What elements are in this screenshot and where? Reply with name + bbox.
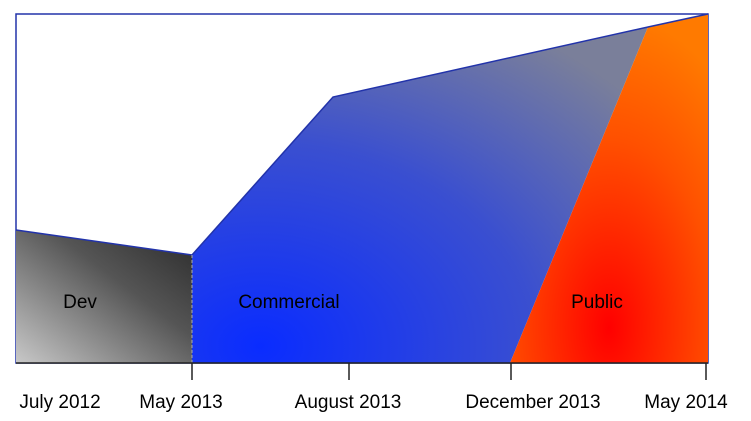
phase-label: Public [571,292,623,313]
dev-area [16,230,192,363]
timeline-label: May 2013 [139,392,222,413]
timeline-label: August 2013 [295,392,402,413]
phase-label: Commercial [238,292,339,313]
top-edge [15,13,709,256]
timeline-label: May 2014 [644,392,728,413]
timeline-label: December 2013 [465,392,600,413]
phase-label: Dev [63,292,97,313]
timeline-label: July 2012 [19,392,100,413]
commercial-area [192,27,648,363]
public-area [510,14,708,363]
